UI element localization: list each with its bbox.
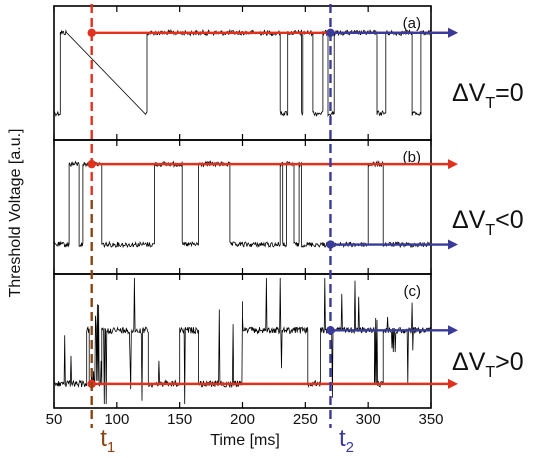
panel-1: (a) ΔVT=0 xyxy=(53,5,524,141)
signal-trace xyxy=(53,28,432,118)
marker-label-sub: 2 xyxy=(346,439,354,456)
x-tick-label: 350 xyxy=(418,411,443,428)
signal-trace xyxy=(53,277,432,405)
x-tick-label: 50 xyxy=(46,411,63,428)
marker-label-main: t xyxy=(100,425,107,452)
panel-3: (c) ΔVT>0 xyxy=(53,273,524,409)
x-tick-label: 200 xyxy=(230,411,255,428)
delta-sub: T xyxy=(485,222,495,239)
delta-rest: <0 xyxy=(495,206,524,234)
x-tick-label: 150 xyxy=(167,411,192,428)
arrow-head xyxy=(448,378,458,389)
panel-2: (b) ΔVT<0 xyxy=(53,139,524,275)
delta-sub: T xyxy=(485,364,495,381)
marker-label-main: t xyxy=(339,425,346,452)
delta-vt-label: ΔVT=0 xyxy=(452,79,524,112)
delta-sub: T xyxy=(485,95,495,112)
arrow-head xyxy=(448,325,458,336)
panel-frame xyxy=(53,5,432,141)
panels-layer: (a)ΔVT=0(b)ΔVT<0(c)ΔVT>0 xyxy=(53,5,524,409)
x-tick-label: 100 xyxy=(104,411,129,428)
delta-rest: >0 xyxy=(495,348,524,376)
panel-frame xyxy=(53,139,432,275)
delta-main: ΔV xyxy=(452,348,486,376)
delta-rest: =0 xyxy=(495,79,524,107)
x-tick-label: 300 xyxy=(356,411,381,428)
panel-label: (c) xyxy=(404,283,422,300)
delta-main: ΔV xyxy=(452,79,486,107)
marker-label-1: t1 xyxy=(100,425,115,456)
delta-vt-label: ΔVT>0 xyxy=(452,348,524,381)
signal-trace xyxy=(53,160,432,249)
arrow-head xyxy=(448,159,458,170)
marker-label-sub: 1 xyxy=(107,439,115,456)
panel-label: (b) xyxy=(403,149,421,166)
x-axis-title: Time [ms] xyxy=(210,432,280,449)
panel-label: (a) xyxy=(403,15,421,32)
arrow-head xyxy=(448,239,458,250)
delta-main: ΔV xyxy=(452,206,486,234)
marker-label-2: t2 xyxy=(339,425,354,456)
arrow-head xyxy=(448,27,458,38)
delta-vt-label: ΔVT<0 xyxy=(452,206,524,239)
x-tick-label: 250 xyxy=(293,411,318,428)
y-axis-title: Threshold Voltage [a.u.] xyxy=(7,129,24,298)
